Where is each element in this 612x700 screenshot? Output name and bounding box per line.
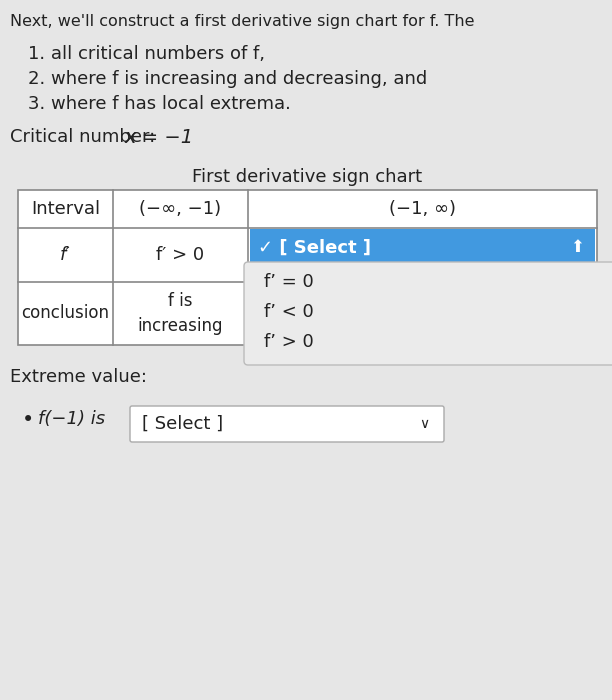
Text: [ Select ]: [ Select ] bbox=[142, 415, 223, 433]
Text: ∨: ∨ bbox=[419, 417, 429, 431]
Bar bbox=[18, 190, 597, 345]
Text: f’ < 0: f’ < 0 bbox=[264, 303, 314, 321]
Text: ✓ [ Select ]: ✓ [ Select ] bbox=[258, 239, 371, 256]
Text: 1. all critical numbers of f,: 1. all critical numbers of f, bbox=[28, 45, 265, 63]
Text: x = −1: x = −1 bbox=[125, 128, 194, 147]
Text: Extreme value:: Extreme value: bbox=[10, 368, 147, 386]
Text: f’ > 0: f’ > 0 bbox=[264, 333, 314, 351]
Text: f’ = 0: f’ = 0 bbox=[264, 273, 314, 291]
Text: Interval: Interval bbox=[31, 200, 100, 218]
FancyBboxPatch shape bbox=[130, 406, 444, 442]
Text: •: • bbox=[22, 410, 34, 430]
Text: (−1, ∞): (−1, ∞) bbox=[389, 200, 456, 218]
Text: f is
increasing: f is increasing bbox=[138, 292, 223, 335]
Text: f′: f′ bbox=[60, 246, 71, 264]
Text: 2. where f is increasing and decreasing, and: 2. where f is increasing and decreasing,… bbox=[28, 70, 427, 88]
Text: First derivative sign chart: First derivative sign chart bbox=[192, 168, 422, 186]
Text: (−∞, −1): (−∞, −1) bbox=[140, 200, 222, 218]
Bar bbox=[250, 229, 595, 266]
FancyBboxPatch shape bbox=[244, 262, 612, 365]
Text: conclusion: conclusion bbox=[21, 304, 110, 323]
Text: f′ > 0: f′ > 0 bbox=[157, 246, 204, 264]
Text: ⬆: ⬆ bbox=[570, 239, 584, 256]
Text: f(−1) is: f(−1) is bbox=[38, 410, 105, 428]
Text: Critical number:: Critical number: bbox=[10, 128, 161, 146]
Text: 3. where f has local extrema.: 3. where f has local extrema. bbox=[28, 95, 291, 113]
Text: Next, we'll construct a first derivative sign chart for f. The: Next, we'll construct a first derivative… bbox=[10, 14, 474, 29]
